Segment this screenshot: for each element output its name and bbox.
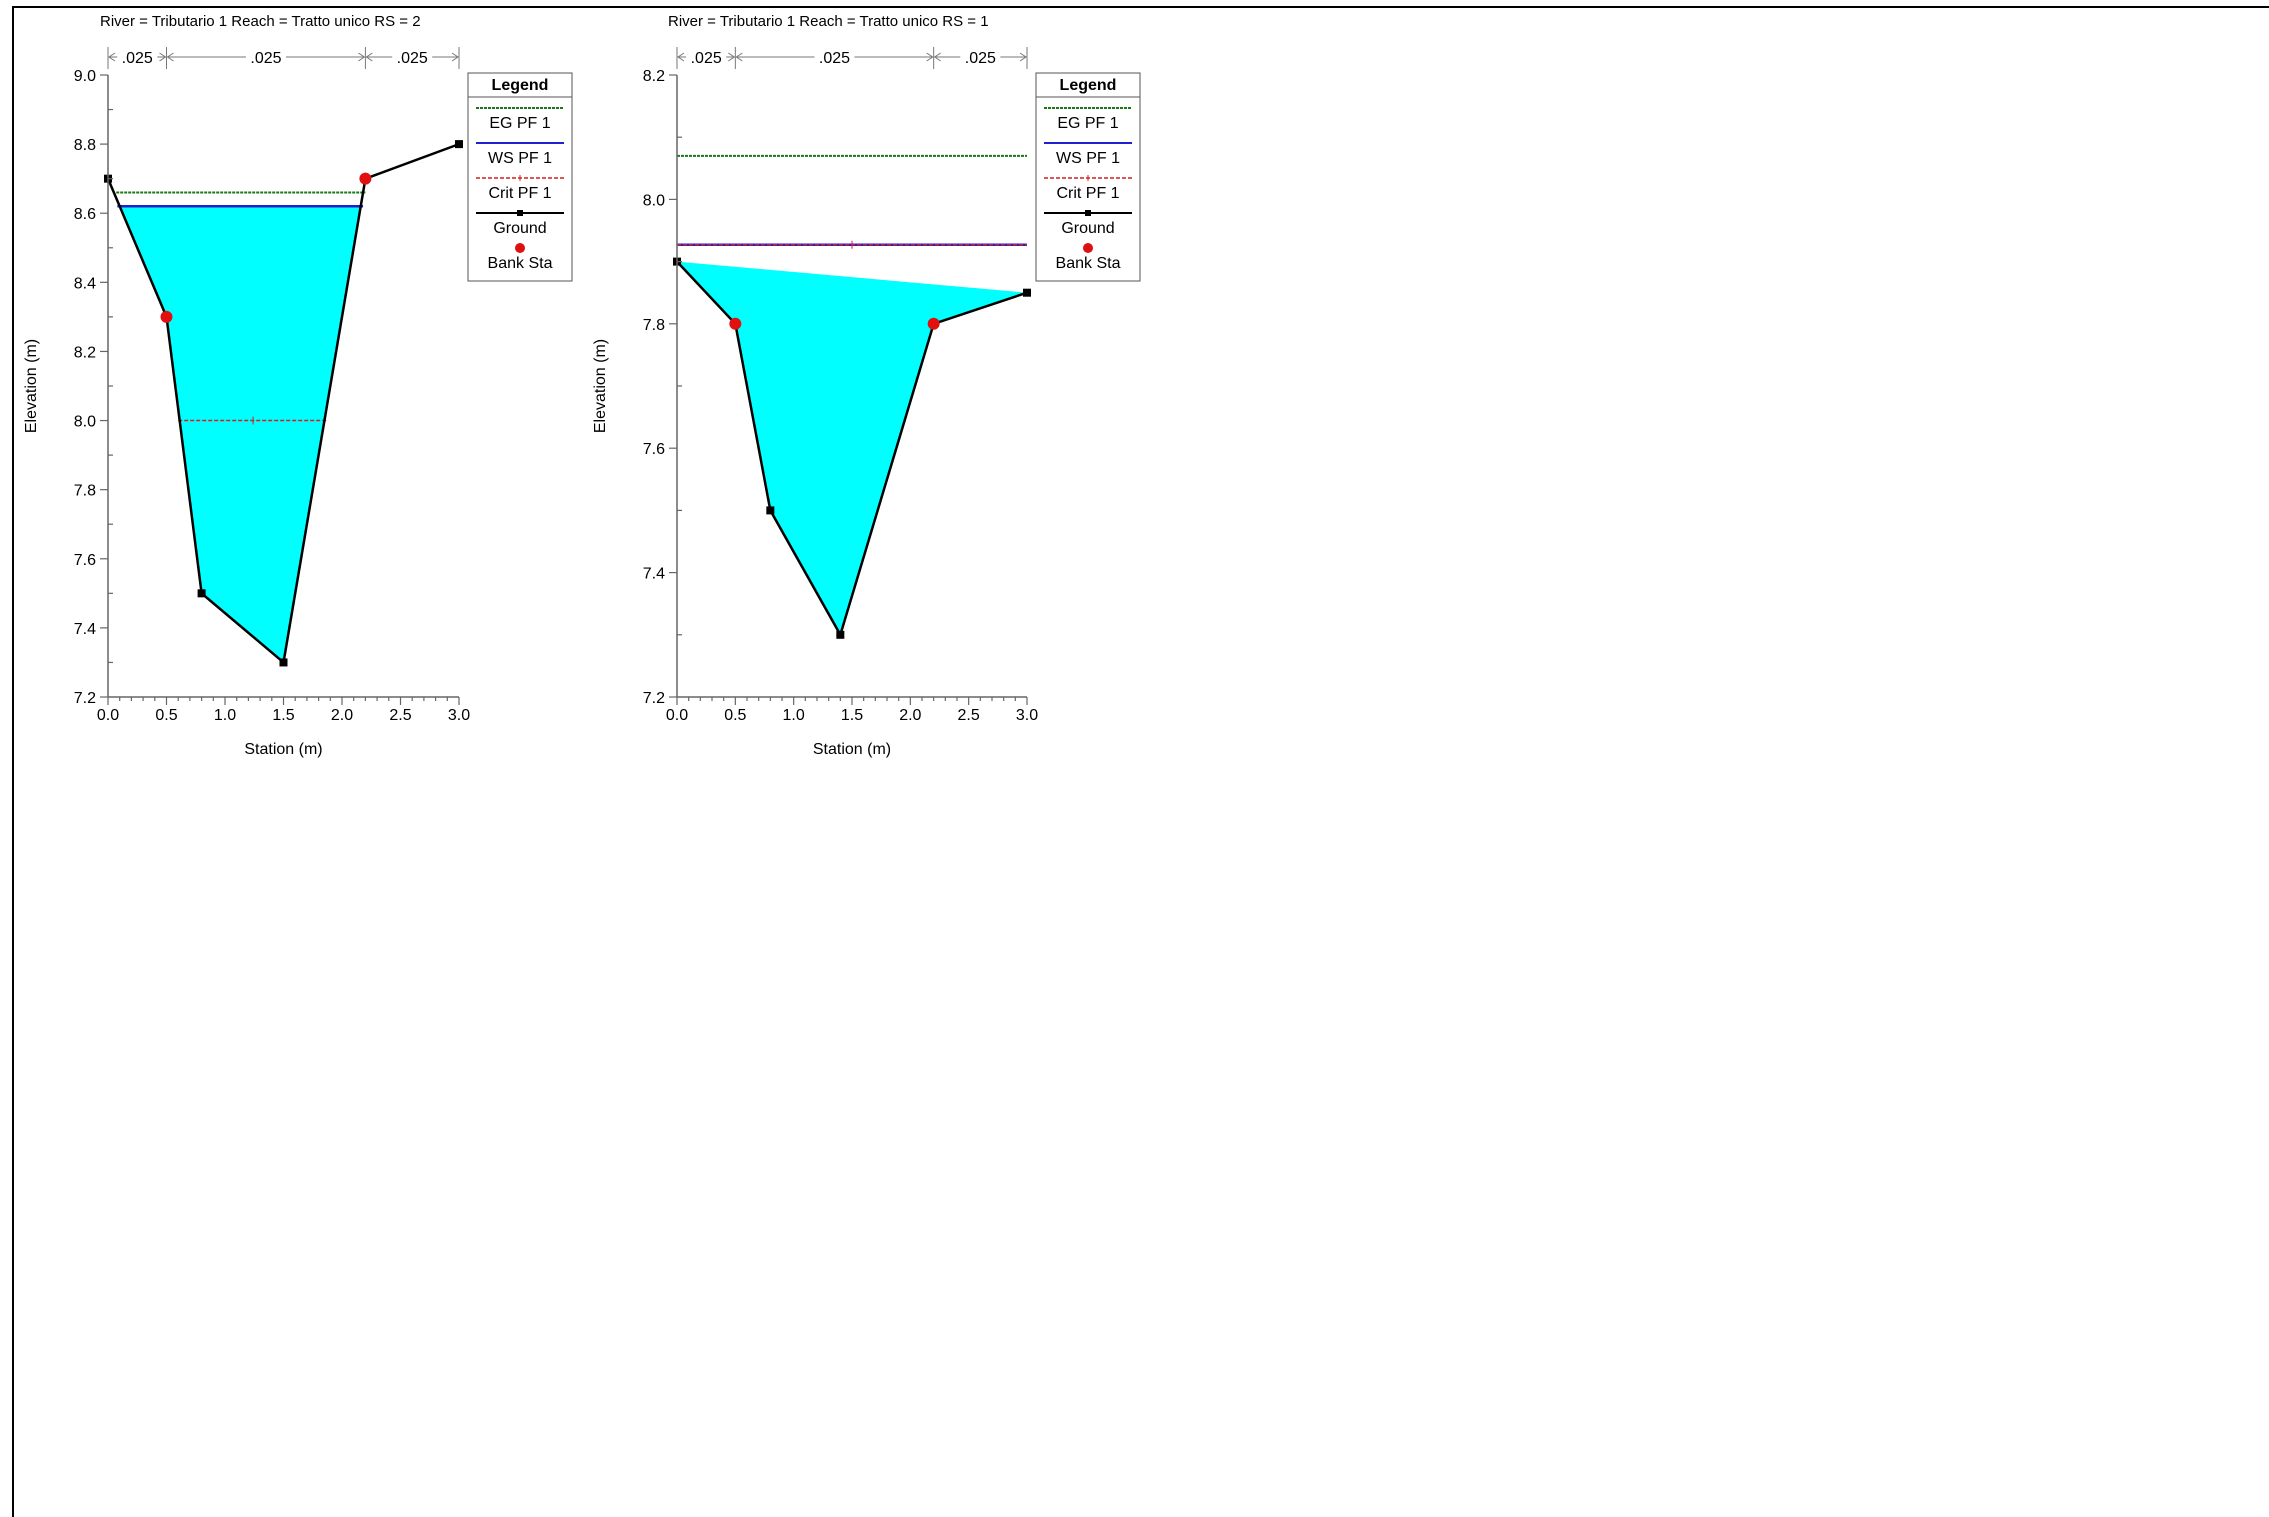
- mannings-n-arrow: [365, 52, 373, 62]
- bank-station-point: [729, 317, 742, 330]
- chart-title: River = Tributario 1 Reach = Tratto unic…: [668, 13, 989, 30]
- legend-label: WS PF 1: [1056, 150, 1120, 167]
- y-tick-label: 7.8: [74, 483, 96, 500]
- ground-point: [197, 589, 206, 598]
- legend-swatch-bank-sta: [1083, 243, 1093, 253]
- page-frame: [12, 6, 2269, 1517]
- x-tick-label: 0.5: [724, 707, 746, 724]
- mannings-n-label: .025: [965, 50, 996, 67]
- ground-line: [676, 260, 1028, 638]
- mannings-n-arrow: [735, 52, 743, 62]
- mannings-n-arrow: [1019, 52, 1027, 62]
- y-tick-label: 8.8: [74, 137, 96, 154]
- x-tick-label: 2.0: [899, 707, 921, 724]
- legend-label: WS PF 1: [488, 150, 552, 167]
- mannings-n-arrow: [108, 52, 116, 62]
- legend-label: Crit PF 1: [488, 185, 551, 202]
- x-tick-label: 0.0: [97, 707, 119, 724]
- bank-station-point: [359, 172, 372, 185]
- ground-point: [766, 506, 775, 515]
- legend-label: EG PF 1: [1057, 115, 1118, 132]
- legend-label: Ground: [493, 220, 546, 237]
- legend-title: Legend: [492, 77, 549, 94]
- y-tick-label: 7.2: [74, 690, 96, 707]
- y-tick-label: 8.2: [643, 68, 665, 85]
- x-axis-label: Station (m): [244, 741, 322, 758]
- x-tick-label: 0.5: [155, 707, 177, 724]
- y-tick-label: 7.6: [74, 552, 96, 569]
- mannings-n-arrow: [926, 52, 934, 62]
- mannings-n-label: .025: [122, 50, 153, 67]
- mannings-n-arrow: [677, 52, 685, 62]
- x-tick-label: 1.5: [272, 707, 294, 724]
- y-axis-label: Elevation (m): [23, 339, 40, 433]
- cross-section-chart-1: River = Tributario 1 Reach = Tratto unic…: [23, 13, 573, 758]
- x-tick-label: 0.0: [666, 707, 688, 724]
- legend-swatch-ground-marker: [1085, 210, 1091, 216]
- x-tick-label: 3.0: [1016, 707, 1038, 724]
- ground-point: [455, 140, 463, 149]
- legend-title: Legend: [1060, 77, 1117, 94]
- chart-title: River = Tributario 1 Reach = Tratto unic…: [100, 13, 421, 30]
- bank-station-point: [927, 317, 940, 330]
- mannings-n-label: .025: [691, 50, 722, 67]
- y-tick-label: 8.4: [74, 275, 96, 292]
- x-tick-label: 1.5: [841, 707, 863, 724]
- mannings-n-label: .025: [397, 50, 428, 67]
- y-tick-label: 8.6: [74, 206, 96, 223]
- bank-station-point: [160, 310, 173, 323]
- x-axis-label: Station (m): [813, 741, 891, 758]
- water-area: [677, 261, 1027, 635]
- y-tick-label: 7.2: [643, 690, 665, 707]
- mannings-n-arrow: [451, 52, 459, 62]
- mannings-n-label: .025: [250, 50, 281, 67]
- y-tick-label: 8.2: [74, 344, 96, 361]
- legend-label: Bank Sta: [1056, 255, 1121, 272]
- legend-label: Bank Sta: [488, 255, 553, 272]
- y-tick-label: 9.0: [74, 68, 96, 85]
- legend-label: Ground: [1061, 220, 1114, 237]
- mannings-n-label: .025: [819, 50, 850, 67]
- x-tick-label: 2.0: [331, 707, 353, 724]
- ground-point: [279, 658, 288, 667]
- x-tick-label: 1.0: [214, 707, 236, 724]
- y-tick-label: 7.8: [643, 317, 665, 334]
- legend-swatch-bank-sta: [515, 243, 525, 253]
- ground-point: [836, 630, 845, 639]
- water-area: [108, 206, 459, 663]
- ground-line: [106, 142, 460, 665]
- y-tick-label: 7.4: [74, 621, 96, 638]
- y-axis-label: Elevation (m): [592, 339, 609, 433]
- mannings-n-arrow: [358, 52, 366, 62]
- x-tick-label: 3.0: [448, 707, 470, 724]
- x-tick-label: 2.5: [389, 707, 411, 724]
- y-tick-label: 7.6: [643, 441, 665, 458]
- x-tick-label: 1.0: [783, 707, 805, 724]
- mannings-n-arrow: [933, 52, 941, 62]
- y-tick-label: 7.4: [643, 566, 665, 583]
- mannings-n-arrow: [159, 52, 167, 62]
- y-tick-label: 8.0: [643, 192, 665, 209]
- cross-section-chart-2: River = Tributario 1 Reach = Tratto unic…: [592, 13, 1141, 758]
- x-tick-label: 2.5: [958, 707, 980, 724]
- legend-label: EG PF 1: [489, 115, 550, 132]
- y-tick-label: 8.0: [74, 414, 96, 431]
- mannings-n-arrow: [728, 52, 736, 62]
- legend-swatch-ground-marker: [517, 210, 523, 216]
- legend-label: Crit PF 1: [1056, 185, 1119, 202]
- mannings-n-arrow: [166, 52, 174, 62]
- ground-point: [1023, 288, 1031, 297]
